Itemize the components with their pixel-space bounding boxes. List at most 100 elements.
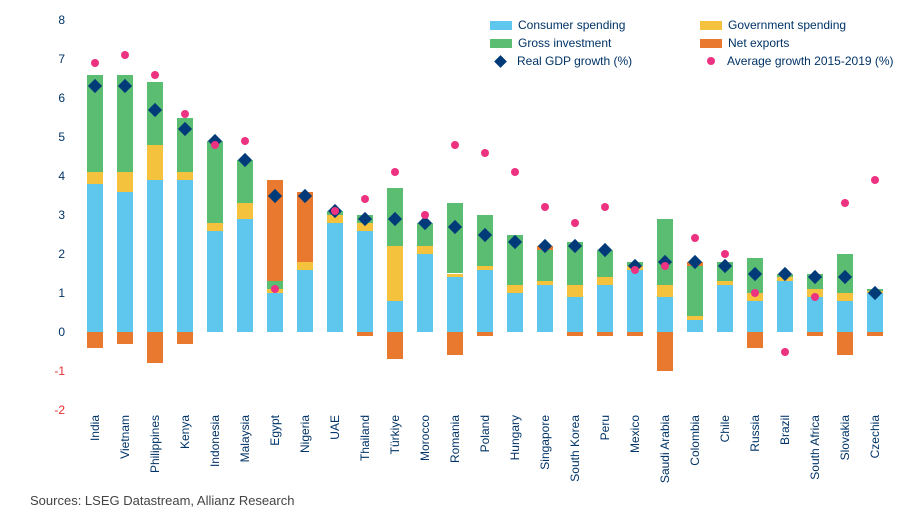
bar-segment-government (87, 172, 104, 184)
y-tick-label: -2 (40, 403, 65, 417)
avg-dot (691, 234, 699, 242)
bar-group (297, 20, 314, 410)
avg-dot (91, 59, 99, 67)
x-tick-label: Vietnam (118, 415, 132, 459)
avg-dot (601, 203, 609, 211)
y-tick-label: 8 (40, 13, 65, 27)
x-tick-label: Poland (478, 415, 492, 452)
x-tick-label: Chile (718, 415, 732, 442)
bar-group (237, 20, 254, 410)
bar-segment-government (387, 246, 404, 301)
bar-segment-consumer (387, 301, 404, 332)
bar-segment-netexports (807, 332, 824, 336)
bar-group (657, 20, 674, 410)
x-tick-label: Romania (448, 415, 462, 463)
legend-consumer: Consumer spending (490, 18, 700, 32)
bar-segment-consumer (657, 297, 674, 332)
y-tick-label: 5 (40, 130, 65, 144)
bar-group (597, 20, 614, 410)
bar-segment-netexports (117, 332, 134, 344)
x-tick-label: Saudi Arabia (658, 415, 672, 483)
bar-segment-investment (687, 266, 704, 317)
avg-dot (181, 110, 189, 118)
bar-segment-consumer (597, 285, 614, 332)
avg-dot (331, 207, 339, 215)
bar-segment-consumer (477, 270, 494, 332)
bar-segment-netexports (627, 332, 644, 336)
legend-label: Average growth 2015-2019 (%) (727, 54, 894, 68)
avg-dot (721, 250, 729, 258)
x-tick-label: South Africa (808, 415, 822, 480)
bar-segment-government (717, 281, 734, 285)
bar-segment-netexports (87, 332, 104, 348)
bar-segment-netexports (567, 332, 584, 336)
bar-group (447, 20, 464, 410)
x-tick-label: South Korea (568, 415, 582, 482)
bar-segment-netexports (477, 332, 494, 336)
x-tick-label: Hungary (508, 415, 522, 460)
y-tick-label: 3 (40, 208, 65, 222)
x-tick-label: Thailand (358, 415, 372, 461)
chart-area: -2-1012345678 (70, 20, 890, 410)
bar-group (177, 20, 194, 410)
avg-dot (781, 348, 789, 356)
bar-segment-consumer (327, 223, 344, 332)
legend: Consumer spending Government spending Gr… (490, 18, 910, 72)
avg-dot (841, 199, 849, 207)
bar-segment-netexports (387, 332, 404, 359)
bar-segment-consumer (297, 270, 314, 332)
avg-dot (391, 168, 399, 176)
bar-segment-investment (207, 141, 224, 223)
bar-segment-consumer (147, 180, 164, 332)
legend-avg: Average growth 2015-2019 (%) (700, 54, 910, 68)
legend-label: Real GDP growth (%) (517, 54, 632, 68)
bar-segment-government (837, 293, 854, 301)
x-tick-label: India (88, 415, 102, 441)
bar-segment-consumer (447, 277, 464, 332)
bar-segment-consumer (207, 231, 224, 332)
y-tick-label: 1 (40, 286, 65, 300)
avg-dot (541, 203, 549, 211)
y-tick-label: 2 (40, 247, 65, 261)
bar-segment-netexports (747, 332, 764, 348)
x-tick-label: Czechia (868, 415, 882, 458)
x-tick-label: Malaysia (238, 415, 252, 462)
bar-segment-consumer (267, 293, 284, 332)
bar-segment-netexports (657, 332, 674, 371)
bar-segment-consumer (417, 254, 434, 332)
avg-dot (241, 137, 249, 145)
bar-group (747, 20, 764, 410)
bar-segment-consumer (807, 297, 824, 332)
bar-segment-netexports (837, 332, 854, 355)
bar-group (567, 20, 584, 410)
bar-group (537, 20, 554, 410)
bar-segment-consumer (837, 301, 854, 332)
x-tick-label: Nigeria (298, 415, 312, 453)
source-text: Sources: LSEG Datastream, Allianz Resear… (30, 493, 294, 508)
x-tick-label: Russia (748, 415, 762, 452)
avg-dot (511, 168, 519, 176)
x-tick-label: Indonesia (208, 415, 222, 467)
avg-dot (661, 262, 669, 270)
bar-segment-government (237, 203, 254, 219)
bar-segment-consumer (177, 180, 194, 332)
bar-group (477, 20, 494, 410)
bars-container (80, 20, 890, 410)
bar-segment-government (417, 246, 434, 254)
x-axis-labels: IndiaVietnamPhilippinesKenyaIndonesiaMal… (80, 415, 890, 485)
bar-segment-consumer (237, 219, 254, 332)
bar-segment-consumer (747, 301, 764, 332)
y-tick-label: 6 (40, 91, 65, 105)
bar-group (207, 20, 224, 410)
x-tick-label: Colombia (688, 415, 702, 466)
bar-segment-netexports (447, 332, 464, 355)
avg-dot (361, 195, 369, 203)
bar-group (717, 20, 734, 410)
bar-group (267, 20, 284, 410)
y-tick-label: 7 (40, 52, 65, 66)
bar-segment-government (687, 316, 704, 320)
avg-dot (421, 211, 429, 219)
bar-segment-consumer (357, 231, 374, 332)
bar-segment-consumer (687, 320, 704, 332)
x-tick-label: Brazil (778, 415, 792, 445)
